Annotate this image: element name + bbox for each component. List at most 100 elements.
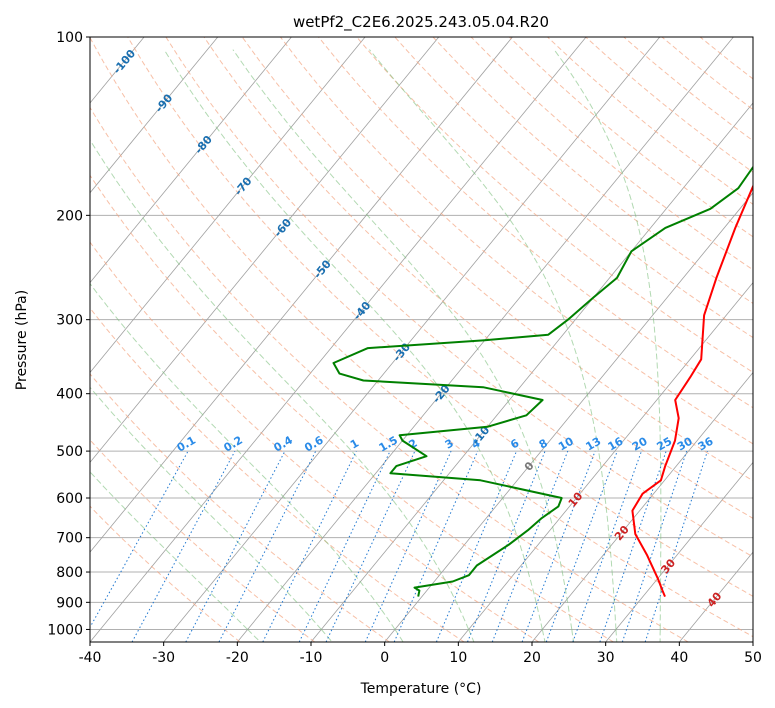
mixing-ratio-line bbox=[298, 450, 391, 642]
horizontal-grid bbox=[90, 36, 753, 630]
mixing-ratio-label: 6 bbox=[508, 436, 521, 451]
isotherm-label: -90 bbox=[153, 91, 176, 115]
dry-adiabat bbox=[241, 37, 753, 482]
y-tick-label: 200 bbox=[56, 208, 83, 224]
isotherm-label: -50 bbox=[311, 257, 334, 281]
isotherm-line bbox=[90, 37, 587, 642]
moist-adiabat bbox=[615, 629, 618, 642]
background-lines bbox=[0, 37, 753, 642]
dry-adiabat bbox=[203, 37, 753, 519]
x-tick-label: 50 bbox=[744, 650, 762, 666]
isotherm-line bbox=[679, 551, 753, 642]
dry-adiabat bbox=[165, 37, 753, 558]
dry-adiabat bbox=[90, 439, 316, 642]
y-tick-label: 600 bbox=[56, 491, 83, 507]
moist-adiabat bbox=[90, 386, 322, 630]
x-tick-label: -20 bbox=[226, 650, 249, 666]
isotherm-line bbox=[752, 641, 753, 642]
moist-adiabat bbox=[571, 629, 575, 642]
dry-adiabat bbox=[90, 106, 689, 642]
x-tick-label: 10 bbox=[449, 650, 467, 666]
dewpoint-line bbox=[332, 165, 753, 597]
dry-adiabat bbox=[318, 37, 753, 409]
x-axis-label: Temperature (°C) bbox=[360, 681, 482, 697]
isotherm-label: -40 bbox=[351, 299, 374, 323]
dry-adiabat bbox=[127, 37, 753, 597]
y-tick-label: 1000 bbox=[47, 622, 83, 638]
x-tick-label: -30 bbox=[152, 650, 175, 666]
y-tick-label: 700 bbox=[56, 531, 83, 547]
series-lines bbox=[332, 165, 753, 597]
mixing-ratio-line bbox=[364, 450, 452, 642]
moist-adiabat bbox=[369, 49, 617, 630]
isotherm-line bbox=[384, 192, 753, 642]
y-tick-label: 400 bbox=[56, 387, 83, 403]
moist-adiabat bbox=[468, 629, 475, 642]
mixing-ratio-line bbox=[325, 450, 416, 642]
dry-adiabat bbox=[90, 241, 540, 642]
isotherm-line bbox=[458, 282, 753, 642]
mixing-ratio-line bbox=[521, 450, 596, 642]
isotherm-line bbox=[90, 37, 292, 284]
isotherm-label: -80 bbox=[192, 133, 215, 157]
dry-adiabat bbox=[90, 373, 390, 642]
isotherm-line bbox=[90, 37, 513, 553]
mixing-ratio-line bbox=[393, 450, 479, 642]
x-tick-label: 30 bbox=[597, 650, 615, 666]
mixing-ratio-label: 3 bbox=[443, 437, 456, 452]
mixing-ratio-line bbox=[131, 450, 236, 642]
isotherm-line bbox=[0, 37, 70, 642]
mixing-ratio-line bbox=[90, 450, 189, 629]
mixing-ratio-line bbox=[262, 450, 357, 642]
isotherm-label: 40 bbox=[705, 589, 725, 609]
mixing-ratio-line bbox=[599, 450, 667, 642]
y-tick-label: 900 bbox=[56, 595, 83, 611]
mixing-ratio-line bbox=[185, 450, 286, 642]
dry-adiabat bbox=[547, 37, 753, 205]
mixing-ratio-label: 8 bbox=[537, 437, 550, 452]
isotherm-line bbox=[310, 102, 753, 642]
mixing-ratio-line bbox=[218, 450, 317, 642]
x-tick-label: -10 bbox=[300, 650, 323, 666]
y-tick-label: 300 bbox=[56, 313, 83, 329]
x-tick-label: 0 bbox=[380, 650, 389, 666]
dry-adiabat bbox=[699, 37, 753, 80]
isotherm-line bbox=[531, 371, 753, 642]
x-tick-label: -40 bbox=[79, 650, 102, 666]
mixing-ratio-line bbox=[435, 450, 517, 642]
moist-adiabat bbox=[90, 139, 470, 630]
moist-adiabat bbox=[320, 629, 333, 642]
dry-adiabat bbox=[280, 37, 753, 445]
y-tick-label: 500 bbox=[56, 444, 83, 460]
mixing-ratio-line bbox=[572, 450, 642, 642]
dry-adiabat bbox=[90, 307, 465, 642]
dry-adiabat bbox=[623, 37, 753, 142]
dry-adiabat bbox=[356, 37, 753, 373]
moist-adiabat bbox=[90, 471, 248, 630]
isotherm-line bbox=[163, 37, 661, 642]
dry-adiabat bbox=[661, 37, 753, 111]
y-axis-label: Pressure (hPa) bbox=[14, 290, 30, 390]
dry-adiabat bbox=[470, 37, 753, 271]
isotherm-label: -30 bbox=[390, 340, 413, 364]
x-tick-label: 40 bbox=[670, 650, 688, 666]
isotherm-line bbox=[90, 37, 219, 194]
mixing-ratio-line bbox=[621, 450, 688, 642]
x-tick-label: 20 bbox=[523, 650, 541, 666]
dry-adiabat bbox=[432, 37, 753, 304]
moist-adiabat bbox=[232, 49, 573, 630]
y-tick-label: 100 bbox=[56, 30, 83, 46]
isotherm-line bbox=[90, 37, 366, 374]
y-tick-label: 800 bbox=[56, 565, 83, 581]
dry-adiabat bbox=[90, 174, 614, 642]
y-axis: 100 200 300 400 500 600 700 800 900 1000 bbox=[47, 30, 90, 638]
dry-adiabat bbox=[90, 505, 241, 642]
moist-adiabat bbox=[247, 629, 261, 642]
moist-adiabat bbox=[90, 282, 396, 630]
isotherm-label: 10 bbox=[566, 489, 586, 509]
temperature-line bbox=[631, 183, 753, 597]
moist-adiabat bbox=[541, 629, 546, 642]
moist-adiabat bbox=[394, 629, 404, 642]
